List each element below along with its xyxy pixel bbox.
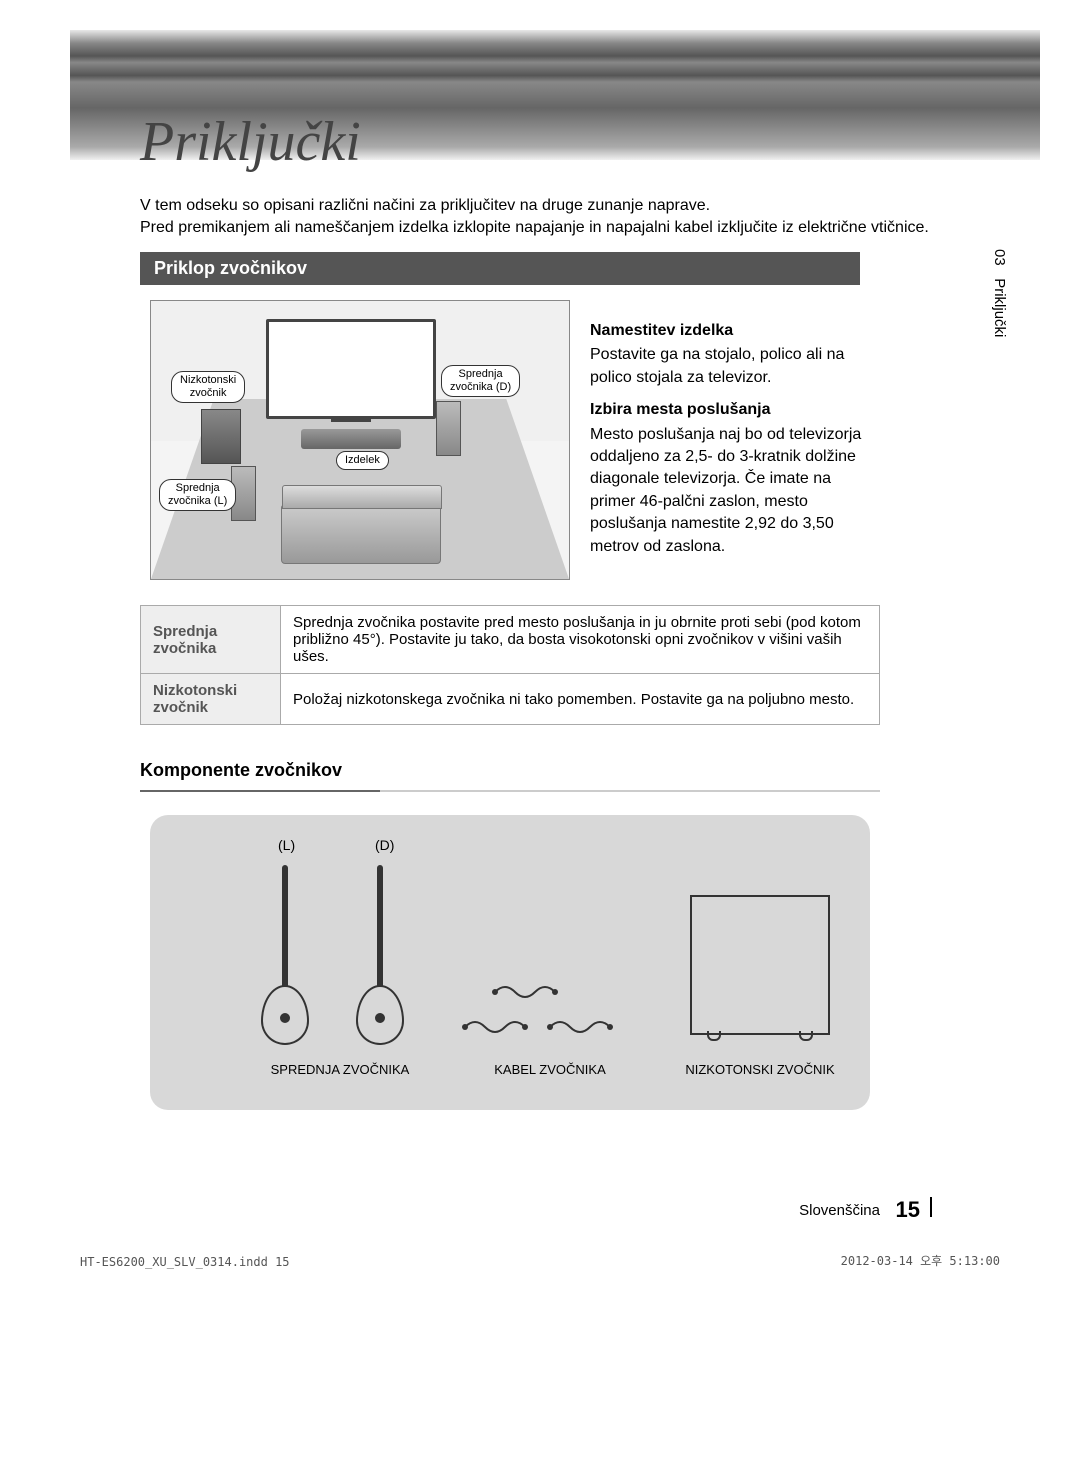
callout-front-r: Sprednja zvočnika (D) xyxy=(441,365,520,397)
front-speaker-d-drawing xyxy=(355,865,405,1045)
row-label-front: Sprednja zvočnika xyxy=(141,606,281,674)
print-timestamp: 2012-03-14 오후 5:13:00 xyxy=(841,1252,1000,1269)
front-speaker-l-drawing xyxy=(260,865,310,1045)
text-listening: Mesto poslušanja naj bo od televizorja o… xyxy=(590,424,880,558)
label-d: (D) xyxy=(375,837,394,853)
subsection-title: Komponente zvočnikov xyxy=(140,760,342,781)
sofa-icon xyxy=(281,504,441,564)
cable-icon xyxy=(460,1015,530,1040)
components-panel: (L) (D) SPREDNJA ZVOČNIKA KABEL ZVOČNIKA… xyxy=(150,815,870,1110)
row-label-sub: Nizkotonski zvočnik xyxy=(141,674,281,725)
callout-product: Izdelek xyxy=(336,451,389,470)
caption-cable: KABEL ZVOČNIKA xyxy=(470,1062,630,1077)
intro-line1: V tem odseku so opisani različni načini … xyxy=(140,197,710,214)
table-row: Sprednja zvočnika Sprednja zvočnika post… xyxy=(141,606,880,674)
table-row: Nizkotonski zvočnik Položaj nizkotonskeg… xyxy=(141,674,880,725)
cable-icon xyxy=(490,980,560,1005)
footer-language: Slovenščina xyxy=(799,1202,880,1219)
caption-front: SPREDNJA ZVOČNIKA xyxy=(255,1062,425,1077)
section-header: Priklop zvočnikov xyxy=(140,252,860,285)
placement-diagram: Nizkotonski zvočnik Sprednja zvočnika (D… xyxy=(150,300,570,580)
side-tab-label: Priključki xyxy=(991,278,1008,337)
row-text-sub: Položaj nizkotonskega zvočnika ni tako p… xyxy=(281,674,880,725)
subsection-underline xyxy=(140,790,880,792)
chapter-title: Priključki xyxy=(140,110,361,174)
subwoofer-drawing xyxy=(690,895,830,1035)
text-placement: Postavite ga na stojalo, polico ali na p… xyxy=(590,344,880,389)
callout-subwoofer: Nizkotonski zvočnik xyxy=(171,371,245,403)
print-file-marker: HT-ES6200_XU_SLV_0314.indd 15 xyxy=(80,1255,290,1269)
intro-line2: Pred premikanjem ali nameščanjem izdelka… xyxy=(140,219,929,236)
tv-icon xyxy=(266,319,436,419)
callout-front-l: Sprednja zvočnika (L) xyxy=(159,479,236,511)
subwoofer-icon xyxy=(201,409,241,464)
footer-divider xyxy=(930,1197,932,1217)
caption-sub: NIZKOTONSKI ZVOČNIK xyxy=(660,1062,860,1077)
intro-text: V tem odseku so opisani različni načini … xyxy=(140,195,970,240)
side-tab: 03 Priključki xyxy=(989,245,1010,341)
side-tab-number: 03 xyxy=(991,249,1008,266)
placement-table: Sprednja zvočnika Sprednja zvočnika post… xyxy=(140,605,880,725)
product-icon xyxy=(301,429,401,449)
footer-page-number: 15 xyxy=(896,1197,920,1223)
right-column: Namestitev izdelka Postavite ga na stoja… xyxy=(590,310,880,558)
row-text-front: Sprednja zvočnika postavite pred mesto p… xyxy=(281,606,880,674)
heading-placement: Namestitev izdelka xyxy=(590,320,880,342)
cable-icon xyxy=(545,1015,615,1040)
heading-listening: Izbira mesta poslušanja xyxy=(590,399,880,421)
label-l: (L) xyxy=(278,837,295,853)
front-speaker-r-icon xyxy=(436,401,461,456)
